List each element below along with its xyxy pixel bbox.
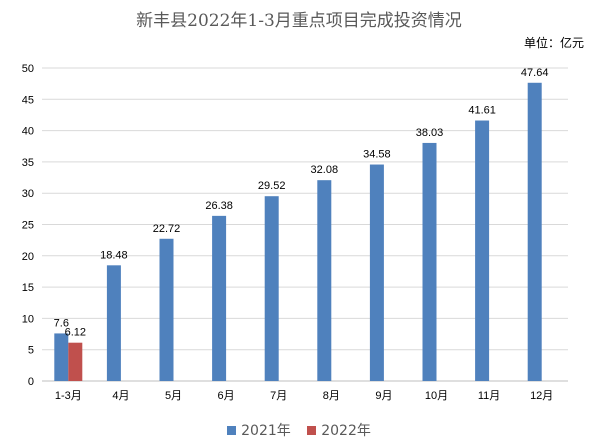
y-tick-label: 30 (22, 188, 34, 200)
bar-0-8 (475, 120, 490, 382)
data-label: 47.64 (521, 67, 549, 79)
legend-swatch-2021 (227, 426, 237, 435)
y-tick-label: 20 (22, 251, 34, 263)
y-tick-label: 10 (22, 313, 34, 325)
x-tick-label: 4月 (112, 390, 129, 402)
y-tick-label: 0 (28, 376, 34, 388)
data-label: 41.61 (468, 105, 496, 117)
legend-item-2021: 2021年 (227, 420, 291, 440)
bar-0-3 (212, 215, 227, 381)
y-tick-label: 35 (22, 157, 34, 169)
chart-title: 新丰县2022年1-3月重点项目完成投资情况 (136, 11, 462, 31)
legend: 2021年 2022年 (0, 420, 598, 440)
data-label: 34.58 (363, 149, 391, 161)
bar-0-4 (264, 196, 279, 381)
data-label: 26.38 (205, 200, 233, 212)
y-tick-label: 40 (22, 126, 34, 138)
y-tick-label: 45 (22, 94, 34, 106)
bar-0-0 (54, 333, 69, 381)
bar-0-9 (527, 82, 542, 382)
bar-0-1 (106, 265, 121, 381)
legend-label-2022: 2022年 (321, 423, 371, 439)
data-label: 18.48 (100, 249, 128, 261)
y-tick-label: 50 (22, 63, 34, 75)
x-tick-label: 5月 (165, 390, 182, 402)
x-tick-label: 1-3月 (55, 390, 82, 402)
unit-label: 单位：亿元 (523, 36, 584, 50)
bar-0-5 (317, 180, 332, 381)
x-tick-label: 8月 (323, 390, 340, 402)
x-tick-label: 12月 (530, 390, 553, 402)
legend-item-2022: 2022年 (307, 420, 371, 440)
legend-label-2021: 2021年 (241, 423, 291, 439)
y-tick-label: 5 (28, 345, 34, 357)
y-tick-label: 25 (22, 220, 34, 232)
x-tick-label: 10月 (425, 390, 448, 402)
x-tick-label: 7月 (270, 390, 287, 402)
data-label: 32.08 (311, 164, 339, 176)
bar-0-7 (422, 142, 437, 381)
data-label: 6.12 (65, 327, 86, 339)
data-label: 7.6 (54, 317, 69, 329)
y-tick-label: 15 (22, 282, 34, 294)
bar-0-2 (159, 238, 174, 381)
x-tick-label: 9月 (375, 390, 392, 402)
data-label: 38.03 (416, 127, 444, 139)
x-tick-label: 6月 (218, 390, 235, 402)
x-tick-label: 11月 (478, 390, 500, 402)
data-label: 29.52 (258, 180, 286, 192)
data-label: 22.72 (153, 223, 181, 235)
bar-1-0 (68, 342, 83, 381)
bar-0-6 (369, 164, 384, 381)
legend-swatch-2022 (307, 426, 317, 435)
